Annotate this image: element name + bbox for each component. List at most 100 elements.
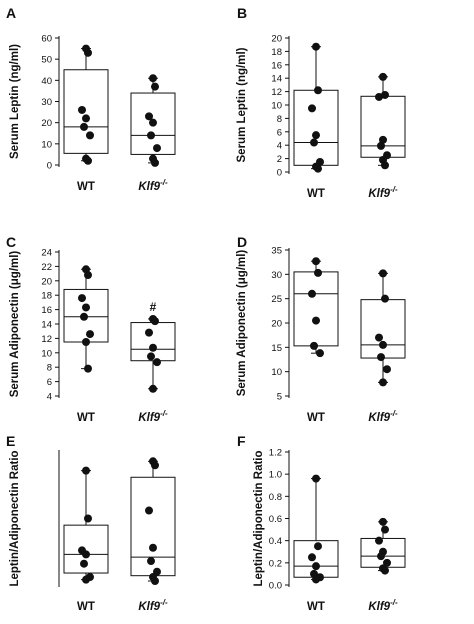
y-tick-label: 30 [41,97,52,108]
y-tick-label: 4 [47,392,52,403]
y-tick-label: 10 [271,367,282,378]
category-label: WT [307,601,325,613]
data-point [312,474,320,483]
data-point [314,542,322,551]
data-point [310,341,318,350]
data-point [379,269,387,278]
y-tick-label: 2 [277,154,282,165]
box-wt [293,42,339,173]
y-tick-label: 15 [271,343,282,354]
category-label: WT [77,412,95,424]
y-tick-label: 6 [47,377,52,388]
data-point [151,461,159,470]
y-tick-label: 5 [277,392,282,403]
y-tick-label: 12 [271,87,282,98]
y-tick-label: 20 [41,118,52,129]
y-tick-label: 0 [277,168,282,179]
y-tick-label: 20 [41,276,52,287]
category-label: WT [307,188,325,200]
box-wt [63,44,109,165]
data-point [149,118,157,127]
panel-label: C [6,234,16,250]
data-point [383,365,391,374]
y-tick-label: 10 [271,101,282,112]
data-point [147,557,155,566]
panel-label: B [237,5,247,21]
y-tick-label: 50 [41,55,52,66]
iqr-box [293,271,339,347]
category-label: WT [307,412,325,424]
panel-d: D 5 10 15 20 25 30 35 Serum Adiponectin (μg/ml) W… [236,234,406,424]
data-point [151,577,159,586]
data-point [312,42,320,51]
y-tick-label: 18 [271,47,282,58]
box-klf9 [360,72,406,170]
y-tick-label: 25 [271,294,282,305]
data-point [149,543,157,552]
data-point [149,74,157,83]
category-label: WT [77,601,95,613]
data-point [153,144,161,153]
data-point [84,48,92,57]
data-point [149,384,157,393]
panel-a: A 0 10 20 30 40 50 60 Serum Leptin (ng/ml) WT Klf9… [6,5,176,193]
y-tick-label: 0.8 [269,492,282,503]
data-point [316,349,324,358]
box-klf9 [360,517,406,575]
y-tick-label: 20 [271,319,282,330]
category-label: Klf9-/- [368,409,398,424]
y-tick-label: 40 [41,76,52,87]
y-tick-label: 10 [41,139,52,150]
panel-f: F 0.0 0.2 0.4 0.6 0.8 1.0 1.2 Leptin/Adiponectin… [237,433,406,613]
y-tick-label: 16 [271,60,282,71]
data-point [80,559,88,568]
data-point [84,156,92,165]
y-tick-label: 30 [271,270,282,281]
data-point [84,271,92,280]
panel-b: B 0 2 4 6 8 10 12 14 16 18 20 Serum Leptin (ng/ml) WT… [236,5,406,200]
category-label: Klf9-/- [138,178,168,193]
data-point [82,466,90,475]
y-axis-title: Serum Adiponectin (μg/ml) [9,251,21,398]
data-point [310,138,318,147]
y-axis-title: Serum Adiponectin (μg/ml) [236,250,248,397]
y-tick-label: 0.6 [269,514,282,525]
data-point [312,257,320,266]
iqr-box [360,299,406,359]
data-point [379,72,387,81]
y-tick-label: 12 [41,334,52,345]
data-point [145,506,153,515]
significance-mark: # [150,300,157,314]
y-tick-label: 35 [271,246,282,257]
data-point [375,536,383,545]
data-point [377,353,385,362]
data-point [147,131,155,140]
y-tick-label: 1.2 [269,448,282,459]
data-point [375,333,383,342]
data-point [381,161,389,170]
data-point [379,340,387,349]
data-point [308,553,316,562]
panel-label: A [6,5,16,21]
iqr-box [293,89,339,166]
box-wt [63,265,109,373]
data-point [308,104,316,113]
data-point [151,317,159,326]
iqr-box [130,92,176,155]
data-point [82,550,90,559]
y-tick-label: 4 [277,141,282,152]
box-wt [293,474,339,584]
data-point [80,312,88,321]
data-point [379,135,387,144]
data-point [82,303,90,312]
box-klf9 [360,269,406,387]
data-point [78,294,86,303]
y-tick-label: 60 [41,34,52,45]
data-point [86,131,94,140]
y-tick-label: 1.0 [269,470,282,481]
data-point [314,268,322,277]
data-point [377,141,385,150]
y-axis-title: Serum Leptin (ng/ml) [236,47,248,162]
y-axis-title: Leptin/Adiponectin Ratio [9,450,21,586]
y-tick-label: 22 [41,262,52,273]
